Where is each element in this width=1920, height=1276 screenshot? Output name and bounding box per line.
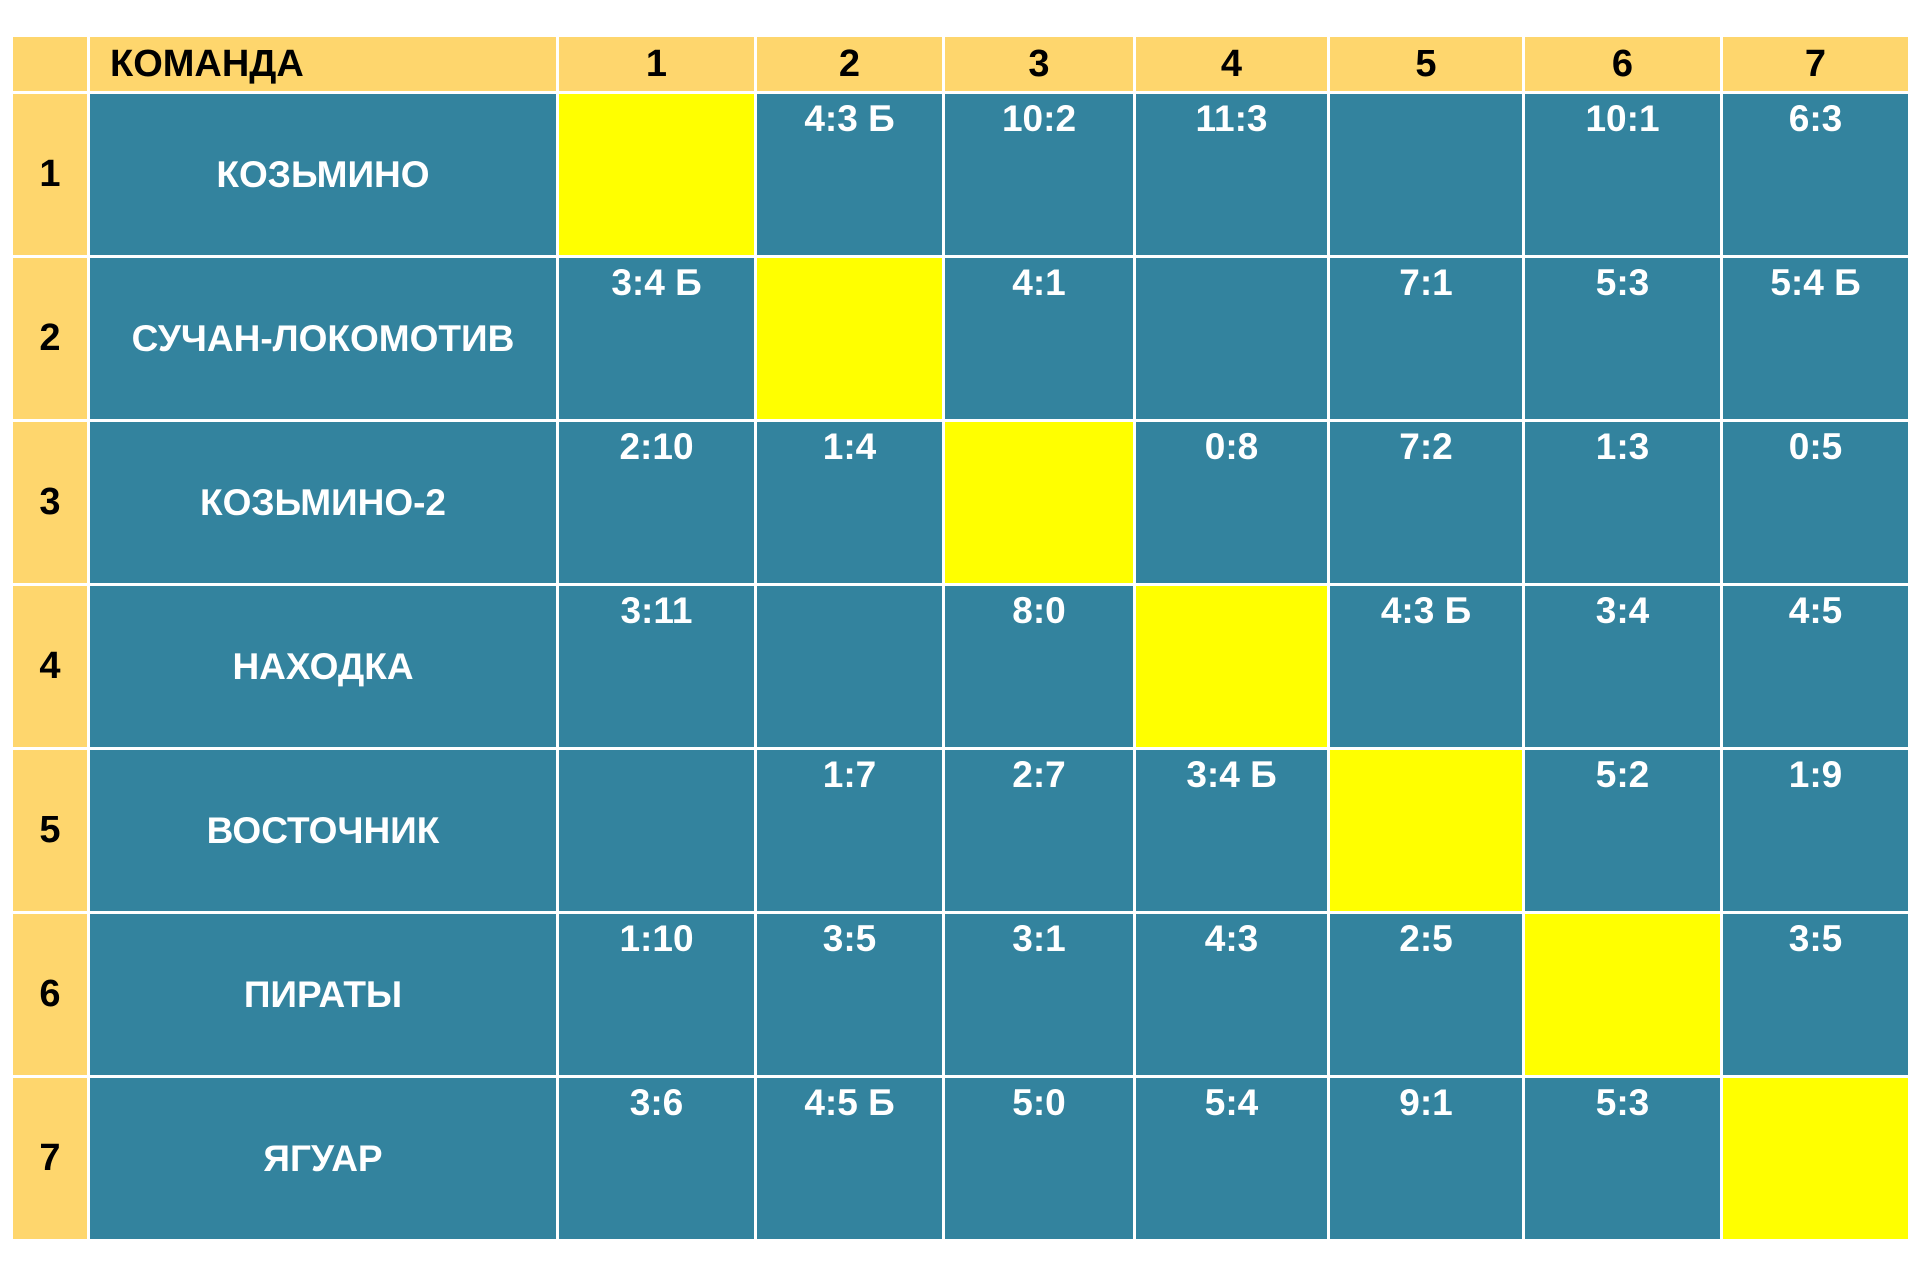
self-match-cell <box>757 258 942 419</box>
column-header-1: 1 <box>559 37 754 91</box>
score-cell: 4:3 Б <box>757 94 942 255</box>
table-row-7: 7 ЯГУАР 3:6 4:5 Б 5:0 5:4 9:1 5:3 <box>13 1078 1908 1239</box>
team-name: НАХОДКА <box>90 586 556 747</box>
score-cell: 2:5 <box>1330 914 1522 1075</box>
score-cell: 3:4 <box>1525 586 1720 747</box>
score-cell: 3:4 Б <box>1136 750 1327 911</box>
score-cell: 3:6 <box>559 1078 754 1239</box>
score-cell: 10:1 <box>1525 94 1720 255</box>
team-name: СУЧАН-ЛОКОМОТИВ <box>90 258 556 419</box>
team-name: ЯГУАР <box>90 1078 556 1239</box>
self-match-cell <box>559 94 754 255</box>
score-cell: 10:2 <box>945 94 1133 255</box>
score-cell: 3:5 <box>1723 914 1908 1075</box>
score-cell: 5:0 <box>945 1078 1133 1239</box>
self-match-cell <box>1330 750 1522 911</box>
table-row-5: 5 ВОСТОЧНИК 1:7 2:7 3:4 Б 5:2 1:9 <box>13 750 1908 911</box>
column-header-6: 6 <box>1525 37 1720 91</box>
score-cell: 5:4 <box>1136 1078 1327 1239</box>
score-cell: 4:5 Б <box>757 1078 942 1239</box>
row-number: 7 <box>13 1078 87 1239</box>
score-cell <box>1330 94 1522 255</box>
score-cell: 3:4 Б <box>559 258 754 419</box>
table-row-2: 2 СУЧАН-ЛОКОМОТИВ 3:4 Б 4:1 7:1 5:3 5:4 … <box>13 258 1908 419</box>
team-name: ПИРАТЫ <box>90 914 556 1075</box>
corner-cell <box>13 37 87 91</box>
score-cell: 5:3 <box>1525 258 1720 419</box>
team-name: КОЗЬМИНО <box>90 94 556 255</box>
score-cell: 4:1 <box>945 258 1133 419</box>
score-cell: 1:7 <box>757 750 942 911</box>
score-cell: 1:9 <box>1723 750 1908 911</box>
standings-table: КОМАНДА 1 2 3 4 5 6 7 1 КОЗЬМИНО 4:3 Б 1… <box>10 34 1911 1242</box>
score-cell: 7:1 <box>1330 258 1522 419</box>
column-header-4: 4 <box>1136 37 1327 91</box>
score-cell <box>559 750 754 911</box>
table-row-1: 1 КОЗЬМИНО 4:3 Б 10:2 11:3 10:1 6:3 <box>13 94 1908 255</box>
row-number: 2 <box>13 258 87 419</box>
self-match-cell <box>1723 1078 1908 1239</box>
score-cell: 4:3 Б <box>1330 586 1522 747</box>
team-column-header: КОМАНДА <box>90 37 556 91</box>
row-number: 6 <box>13 914 87 1075</box>
table-row-6: 6 ПИРАТЫ 1:10 3:5 3:1 4:3 2:5 3:5 <box>13 914 1908 1075</box>
score-cell <box>1136 258 1327 419</box>
row-number: 5 <box>13 750 87 911</box>
row-number: 3 <box>13 422 87 583</box>
score-cell: 3:11 <box>559 586 754 747</box>
score-cell: 4:3 <box>1136 914 1327 1075</box>
score-cell: 3:5 <box>757 914 942 1075</box>
column-header-5: 5 <box>1330 37 1522 91</box>
score-cell: 6:3 <box>1723 94 1908 255</box>
column-header-3: 3 <box>945 37 1133 91</box>
column-header-2: 2 <box>757 37 942 91</box>
score-cell: 1:10 <box>559 914 754 1075</box>
header-row: КОМАНДА 1 2 3 4 5 6 7 <box>13 37 1908 91</box>
score-cell: 9:1 <box>1330 1078 1522 1239</box>
column-header-7: 7 <box>1723 37 1908 91</box>
score-cell <box>757 586 942 747</box>
row-number: 1 <box>13 94 87 255</box>
score-cell: 3:1 <box>945 914 1133 1075</box>
score-cell: 2:7 <box>945 750 1133 911</box>
score-cell: 1:4 <box>757 422 942 583</box>
team-name: ВОСТОЧНИК <box>90 750 556 911</box>
score-cell: 5:4 Б <box>1723 258 1908 419</box>
score-cell: 1:3 <box>1525 422 1720 583</box>
score-cell: 2:10 <box>559 422 754 583</box>
self-match-cell <box>945 422 1133 583</box>
score-cell: 5:3 <box>1525 1078 1720 1239</box>
score-cell: 0:5 <box>1723 422 1908 583</box>
row-number: 4 <box>13 586 87 747</box>
self-match-cell <box>1525 914 1720 1075</box>
score-cell: 0:8 <box>1136 422 1327 583</box>
score-cell: 5:2 <box>1525 750 1720 911</box>
score-cell: 4:5 <box>1723 586 1908 747</box>
table-row-4: 4 НАХОДКА 3:11 8:0 4:3 Б 3:4 4:5 <box>13 586 1908 747</box>
score-cell: 11:3 <box>1136 94 1327 255</box>
score-cell: 7:2 <box>1330 422 1522 583</box>
table-row-3: 3 КОЗЬМИНО-2 2:10 1:4 0:8 7:2 1:3 0:5 <box>13 422 1908 583</box>
team-name: КОЗЬМИНО-2 <box>90 422 556 583</box>
self-match-cell <box>1136 586 1327 747</box>
score-cell: 8:0 <box>945 586 1133 747</box>
